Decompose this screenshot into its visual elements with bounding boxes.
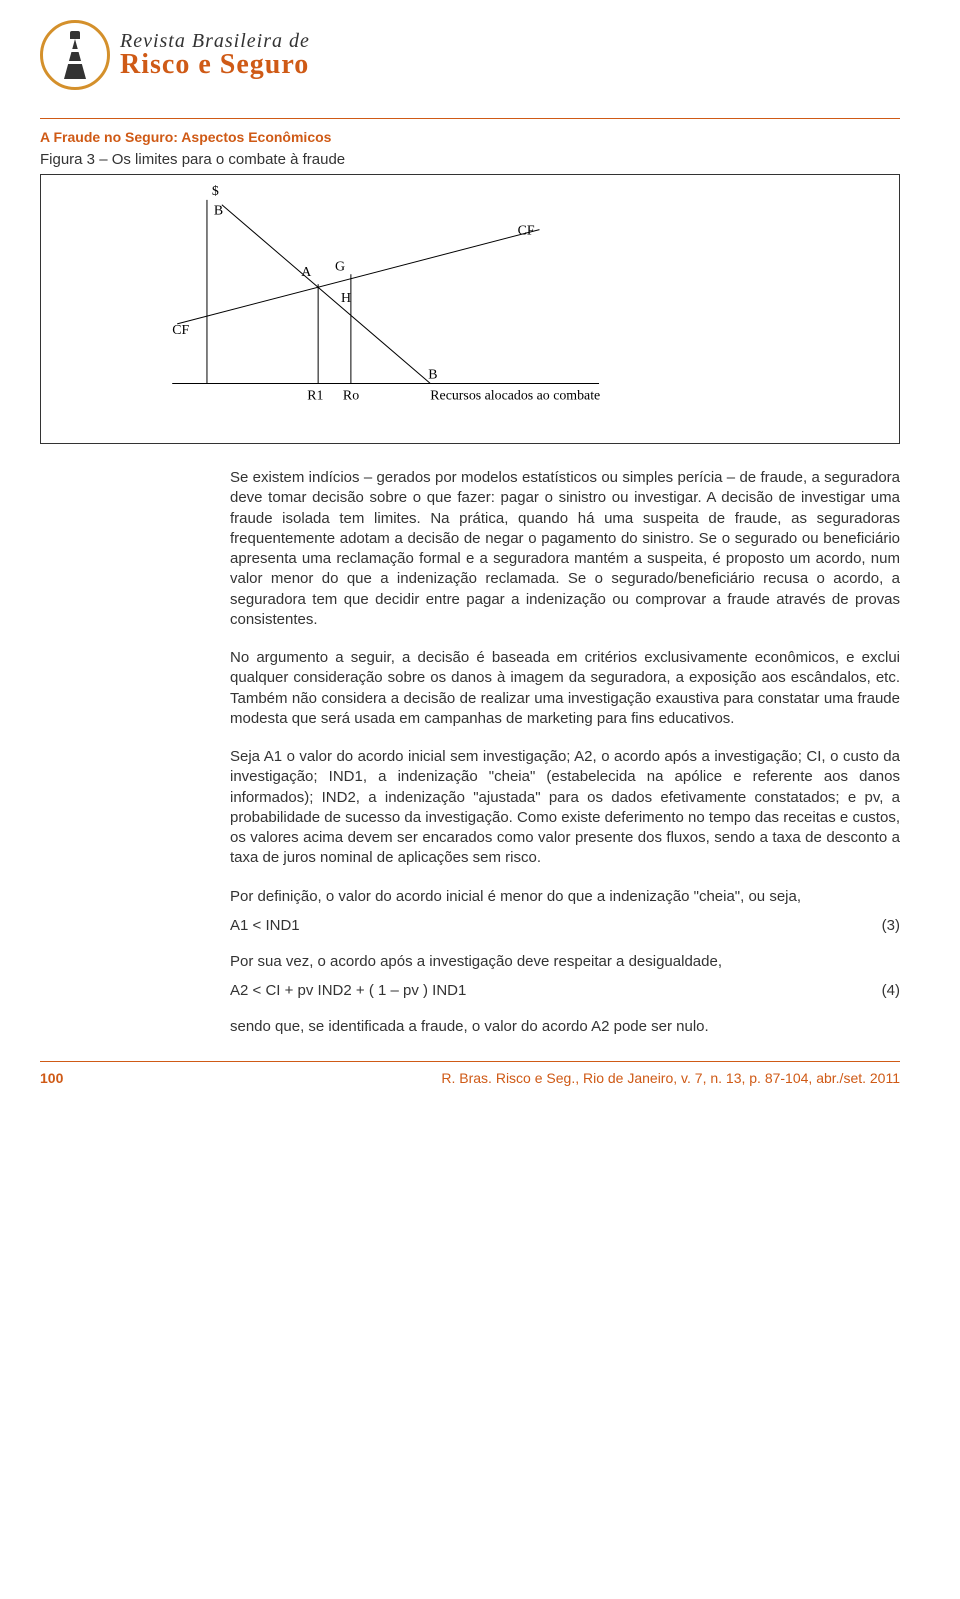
divider: [40, 118, 900, 119]
body-column: Se existem indícios – gerados por modelo…: [230, 468, 900, 1037]
lbl-B-bot: B: [428, 367, 437, 382]
paragraph-1: Se existem indícios – gerados por modelo…: [230, 468, 900, 630]
paragraph-4: Por definição, o valor do acordo inicial…: [230, 887, 900, 907]
paragraph-3: Seja A1 o valor do acordo inicial sem in…: [230, 747, 900, 869]
paragraph-2: No argumento a seguir, a decisão é basea…: [230, 648, 900, 729]
line-CF-up: [177, 230, 539, 324]
article-running-title: A Fraude no Seguro: Aspectos Econômicos: [40, 129, 900, 145]
eq3-lhs: A1 < IND1: [230, 917, 300, 934]
footer-divider: [40, 1061, 900, 1062]
lbl-CF-right: CF: [518, 224, 535, 239]
lbl-A: A: [301, 265, 311, 280]
eq4-num: (4): [882, 982, 900, 999]
eq3-num: (3): [882, 917, 900, 934]
lbl-B-top: B: [214, 204, 223, 219]
lbl-G: G: [335, 259, 345, 274]
eq4-lhs: A2 < CI + pv IND2 + ( 1 – pv ) IND1: [230, 982, 466, 999]
paragraph-5: Por sua vez, o acordo após a investigaçã…: [230, 952, 900, 972]
page-number: 100: [40, 1070, 63, 1086]
footer-citation: R. Bras. Risco e Seg., Rio de Janeiro, v…: [441, 1070, 900, 1086]
figure-caption: Figura 3 – Os limites para o combate à f…: [40, 151, 900, 168]
equation-4: A2 < CI + pv IND2 + ( 1 – pv ) IND1 (4): [230, 982, 900, 999]
equation-3: A1 < IND1 (3): [230, 917, 900, 934]
figure-3-diagram: $ B CF A G H CF B R1 Ro Recursos alocado…: [40, 174, 900, 444]
lbl-xaxis: Recursos alocados ao combate: [430, 388, 600, 403]
page-footer: 100 R. Bras. Risco e Seg., Rio de Janeir…: [40, 1070, 900, 1086]
lbl-dollar: $: [212, 184, 219, 199]
paragraph-6: sendo que, se identificada a fraude, o v…: [230, 1017, 900, 1037]
line-B-down: [222, 205, 430, 384]
journal-name-line1: Revista Brasileira de: [120, 31, 310, 51]
lbl-CF-left: CF: [172, 323, 189, 338]
lbl-H: H: [341, 291, 351, 306]
lbl-R1: R1: [307, 388, 323, 403]
journal-name-line2: Risco e Seguro: [120, 51, 310, 79]
logo-lighthouse-icon: [40, 20, 110, 90]
journal-header: Revista Brasileira de Risco e Seguro: [40, 20, 900, 90]
lbl-Ro: Ro: [343, 388, 359, 403]
